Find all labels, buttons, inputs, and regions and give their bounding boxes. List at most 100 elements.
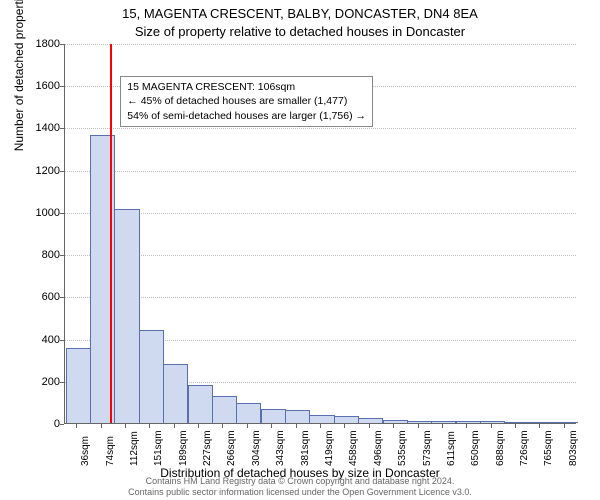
y-tick-mark (60, 255, 64, 256)
histogram-bar (212, 396, 237, 423)
x-tick-mark (515, 424, 516, 428)
x-tick-label: 496sqm (373, 430, 384, 466)
y-tick-mark (60, 382, 64, 383)
x-tick-label: 573sqm (422, 430, 433, 466)
y-tick-mark (60, 44, 64, 45)
gridline (65, 297, 576, 298)
x-tick-mark (491, 424, 492, 428)
x-tick-label: 611sqm (446, 431, 457, 466)
histogram-bar (309, 415, 334, 423)
x-tick-mark (101, 424, 102, 428)
footer-line1: Contains HM Land Registry data © Crown c… (0, 476, 600, 487)
x-tick-label: 381sqm (300, 430, 311, 466)
x-tick-mark (369, 424, 370, 428)
x-tick-mark (418, 424, 419, 428)
x-tick-label: 419sqm (324, 430, 335, 466)
histogram-bar (114, 209, 139, 423)
histogram-bar (529, 422, 554, 423)
annotation-line: 15 MAGENTA CRESCENT: 106sqm (127, 80, 366, 94)
x-tick-mark (198, 424, 199, 428)
y-tick-mark (60, 424, 64, 425)
x-tick-mark (344, 424, 345, 428)
y-tick-mark (60, 171, 64, 172)
gridline (65, 44, 576, 45)
x-tick-label: 688sqm (495, 430, 506, 466)
x-tick-label: 726sqm (519, 430, 530, 466)
chart-container: 15, MAGENTA CRESCENT, BALBY, DONCASTER, … (0, 0, 600, 500)
x-tick-mark (222, 424, 223, 428)
x-tick-label: 74sqm (105, 436, 116, 466)
y-tick-label: 200 (10, 376, 60, 388)
histogram-bar (66, 348, 91, 423)
x-tick-label: 151sqm (153, 430, 164, 466)
gridline (65, 255, 576, 256)
histogram-bar (383, 420, 408, 423)
y-tick-label: 1200 (10, 165, 60, 177)
y-tick-mark (60, 86, 64, 87)
y-tick-mark (60, 128, 64, 129)
gridline (65, 128, 576, 129)
x-tick-mark (296, 424, 297, 428)
y-tick-mark (60, 340, 64, 341)
x-tick-mark (174, 424, 175, 428)
x-tick-mark (539, 424, 540, 428)
annotation-line: ← 45% of detached houses are smaller (1,… (127, 94, 366, 108)
x-tick-mark (442, 424, 443, 428)
x-tick-label: 36sqm (80, 436, 91, 466)
x-tick-label: 227sqm (202, 430, 213, 466)
histogram-bar (504, 422, 529, 423)
histogram-bar (553, 422, 578, 423)
x-tick-mark (271, 424, 272, 428)
x-tick-label: 650sqm (470, 430, 481, 466)
y-tick-label: 1000 (10, 207, 60, 219)
footer-attribution: Contains HM Land Registry data © Crown c… (0, 476, 600, 499)
y-tick-label: 1800 (10, 38, 60, 50)
histogram-bar (480, 421, 505, 423)
x-tick-label: 112sqm (129, 431, 140, 466)
histogram-bar (334, 416, 359, 423)
y-tick-label: 800 (10, 249, 60, 261)
histogram-bar (456, 421, 481, 423)
property-marker-line (110, 44, 112, 423)
histogram-bar (139, 330, 164, 423)
annotation-box: 15 MAGENTA CRESCENT: 106sqm← 45% of deta… (120, 76, 373, 127)
footer-line2: Contains public sector information licen… (0, 487, 600, 498)
x-tick-label: 266sqm (226, 430, 237, 466)
x-tick-label: 803sqm (568, 430, 579, 466)
histogram-bar (236, 403, 261, 423)
y-tick-label: 600 (10, 291, 60, 303)
y-tick-label: 1400 (10, 122, 60, 134)
y-tick-label: 1600 (10, 80, 60, 92)
histogram-bar (431, 421, 456, 423)
histogram-bar (285, 410, 310, 423)
chart-title-line2: Size of property relative to detached ho… (0, 24, 600, 39)
x-tick-mark (125, 424, 126, 428)
x-tick-mark (466, 424, 467, 428)
y-tick-label: 0 (10, 418, 60, 430)
x-tick-label: 189sqm (178, 430, 189, 466)
x-tick-mark (149, 424, 150, 428)
histogram-bar (407, 421, 432, 423)
histogram-bar (261, 409, 286, 423)
x-tick-mark (247, 424, 248, 428)
x-tick-mark (76, 424, 77, 428)
y-tick-mark (60, 213, 64, 214)
y-tick-mark (60, 297, 64, 298)
gridline (65, 171, 576, 172)
annotation-line: 54% of semi-detached houses are larger (… (127, 109, 366, 123)
chart-title-line1: 15, MAGENTA CRESCENT, BALBY, DONCASTER, … (0, 6, 600, 21)
x-tick-label: 765sqm (543, 430, 554, 466)
x-tick-mark (320, 424, 321, 428)
y-tick-label: 400 (10, 334, 60, 346)
x-tick-label: 458sqm (348, 430, 359, 466)
histogram-bar (188, 385, 213, 423)
x-tick-label: 343sqm (275, 430, 286, 466)
gridline (65, 213, 576, 214)
x-tick-label: 535sqm (397, 430, 408, 466)
plot-area: 15 MAGENTA CRESCENT: 106sqm← 45% of deta… (64, 44, 576, 424)
histogram-bar (163, 364, 188, 423)
x-tick-label: 304sqm (251, 430, 262, 466)
x-tick-mark (393, 424, 394, 428)
x-tick-mark (564, 424, 565, 428)
histogram-bar (358, 418, 383, 423)
